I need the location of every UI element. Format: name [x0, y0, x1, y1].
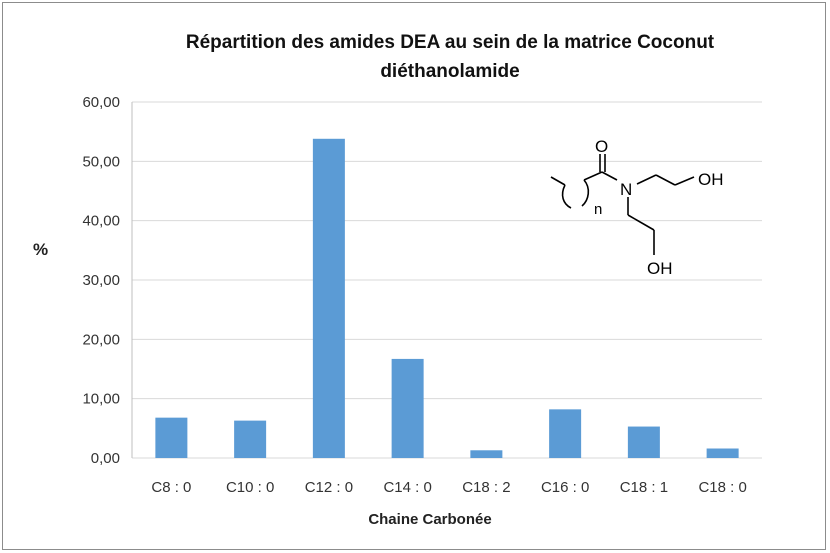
bar	[706, 448, 739, 458]
molecule-structure	[550, 154, 695, 255]
carbonyl-oxygen-label: O	[595, 137, 608, 156]
x-tick-label: C18 : 1	[620, 479, 668, 496]
repeat-bracket-left	[561, 184, 572, 209]
x-tick-label: C14 : 0	[383, 479, 431, 496]
y-tick-label: 40,00	[82, 213, 120, 230]
bar	[234, 420, 267, 458]
x-tick-label: C18 : 2	[462, 479, 510, 496]
bond	[655, 174, 676, 186]
chart-title: Répartition des amides DEA au sein de la…	[185, 32, 715, 82]
x-axis-label: Chaine Carbonée	[368, 511, 492, 528]
bond	[674, 176, 695, 186]
bar	[470, 450, 503, 458]
y-axis-label: %	[33, 240, 49, 259]
x-tick-label: C12 : 0	[305, 479, 353, 496]
bar	[549, 409, 582, 458]
y-tick-label: 10,00	[82, 391, 120, 408]
x-tick-label: C16 : 0	[541, 479, 589, 496]
repeat-bracket-right	[581, 179, 590, 207]
bond	[601, 171, 618, 181]
bar	[627, 426, 660, 458]
bar	[155, 417, 188, 458]
bond	[550, 176, 566, 186]
bond	[583, 171, 603, 181]
bond	[627, 214, 655, 231]
x-tick-label: C8 : 0	[151, 479, 191, 496]
repeat-index-label: n	[594, 201, 602, 218]
bars	[155, 138, 739, 458]
y-tick-label: 60,00	[82, 94, 120, 111]
tick-labels: 0,00 10,00 20,00 30,00 40,00 50,00 60,00 C8 : 0…	[82, 94, 746, 496]
y-tick-label: 50,00	[82, 153, 120, 170]
y-tick-label: 20,00	[82, 331, 120, 348]
grid-lines	[131, 101, 762, 459]
y-tick-label: 30,00	[82, 272, 120, 289]
x-tick-label: C10 : 0	[226, 479, 274, 496]
bar	[391, 358, 424, 458]
bond	[636, 174, 657, 185]
hydroxyl-bottom-label: OH	[647, 259, 673, 278]
x-tick-label: C18 : 0	[698, 479, 746, 496]
bar	[312, 138, 345, 458]
y-tick-label: 0,00	[91, 450, 120, 467]
hydroxyl-top-label: OH	[698, 170, 724, 189]
nitrogen-label: N	[620, 180, 632, 199]
